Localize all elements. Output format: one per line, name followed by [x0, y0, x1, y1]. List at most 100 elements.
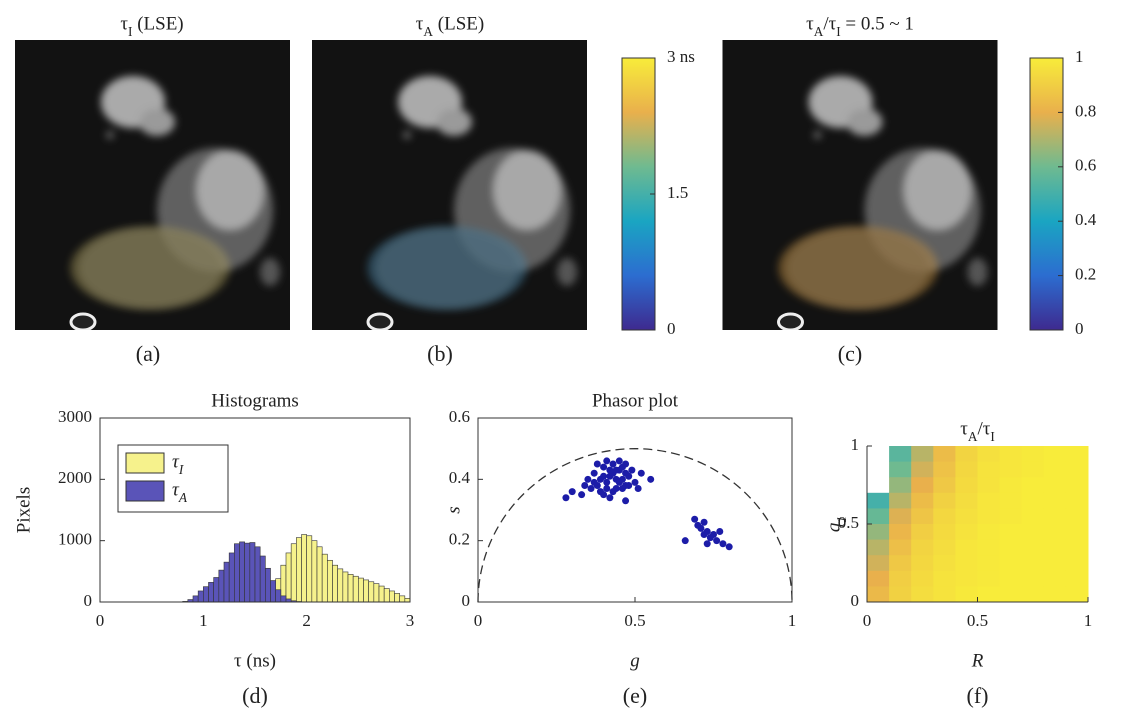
histogram-bar [316, 546, 323, 603]
scatter-point [609, 488, 617, 496]
y-tick-label: 3000 [58, 407, 92, 426]
heatmap-cell [1065, 508, 1089, 525]
heatmap-cell [955, 555, 978, 572]
axes-box [477, 417, 793, 603]
scatter-point [600, 491, 608, 499]
y-axis-label: Pixels [13, 487, 34, 533]
heatmap-cell [1021, 586, 1045, 603]
heatmap-cell [999, 524, 1023, 541]
heatmap-cell [889, 508, 912, 525]
heatmap-cell [999, 586, 1023, 603]
colorbar-tick-label: 0 [667, 319, 676, 338]
histogram-bar [197, 590, 204, 603]
legend-label: τI [172, 451, 184, 476]
scatter-point [562, 494, 570, 502]
heatmap-cell [1021, 492, 1045, 509]
heatmap-cell [1043, 539, 1067, 556]
heatmap-cell [955, 508, 978, 525]
histogram-bar [265, 567, 271, 603]
histogram-bar [290, 543, 297, 603]
heatmap-cell [977, 446, 1001, 463]
scatter-point [628, 466, 636, 474]
heatmap-cell [1043, 586, 1067, 603]
heatmap-cell [911, 570, 934, 587]
scatter-point [625, 472, 633, 480]
heatmap-cell [955, 524, 978, 541]
subscript: I [990, 429, 994, 444]
image-title: τA (LSE) [416, 13, 484, 38]
heatmap-cell [955, 492, 978, 509]
scatter-point [703, 527, 711, 535]
colorbar-tick-label: 0.4 [1075, 210, 1097, 229]
scatter-point [713, 537, 721, 545]
heatmap-cell [1065, 477, 1089, 494]
scatter-point [568, 488, 576, 496]
histogram-bar [275, 589, 282, 603]
scatter-point [603, 485, 611, 493]
colorbar-tick-label: 0 [1075, 319, 1084, 338]
y-tick-label: 0 [851, 591, 860, 610]
chart-title: Phasor plot [592, 390, 679, 411]
subscript: I [128, 24, 132, 39]
scatter-point [631, 478, 639, 486]
heatmap-cell [867, 539, 890, 556]
histogram-bar [285, 552, 292, 603]
histogram-bar [327, 559, 333, 603]
x-tick-label: 0 [474, 611, 483, 630]
heatmap-cell [1065, 555, 1089, 572]
chart-title: Histograms [211, 390, 299, 411]
heatmap-cell [1021, 539, 1045, 556]
panel-label: (e) [623, 683, 647, 708]
heatmap-cell [1065, 446, 1089, 463]
histogram-bar [249, 542, 256, 603]
scatter-point [634, 485, 642, 493]
panel-label: (c) [838, 341, 862, 366]
histogram-bar [352, 575, 359, 603]
heatmap-cell [889, 461, 912, 478]
heatmap-cell [911, 461, 934, 478]
heatmap-cell [933, 461, 956, 478]
x-tick-label: 1 [199, 611, 208, 630]
y-tick-label: 0.6 [449, 407, 470, 426]
scatter-point [622, 497, 630, 505]
histogram-bar [399, 595, 406, 603]
heatmap-cell [933, 446, 956, 463]
histogram-bar [373, 583, 380, 603]
scatter-point [593, 460, 601, 468]
histogram-bar [203, 586, 209, 603]
scatter-point [581, 481, 589, 489]
scatter-point [697, 524, 705, 532]
scatter-point [590, 469, 598, 477]
y-tick-label: 0.4 [449, 468, 471, 487]
y-tick-label: 0 [462, 591, 471, 610]
scatter-point [703, 540, 711, 548]
scatter-point [603, 478, 611, 486]
histogram-bar [306, 535, 313, 603]
heatmap-cell [1021, 555, 1045, 572]
image-title: τI (LSE) [120, 13, 183, 38]
heatmap-cell [933, 508, 956, 525]
heatmap-cell [933, 586, 956, 603]
heatmap-cell [911, 524, 934, 541]
histogram-bar [342, 571, 349, 603]
scatter-point [603, 457, 611, 465]
histogram-bar [389, 590, 395, 603]
colorbar-tick-label: 0.8 [1075, 101, 1096, 120]
image-b [312, 40, 587, 330]
heatmap-cell [955, 446, 978, 463]
heatmap-cell [977, 508, 1001, 525]
scatter-point [622, 481, 630, 489]
x-tick-label: 0.5 [967, 611, 988, 630]
heatmap-cell [955, 461, 978, 478]
heatmap-cell [1065, 586, 1089, 603]
heatmap-cell [1065, 570, 1089, 587]
scatter-point [681, 537, 689, 545]
heatmap-cell [1065, 492, 1089, 509]
colorbar-tick-label: 3 ns [667, 47, 695, 66]
heatmap-cell [933, 524, 956, 541]
heatmap-cell [889, 477, 912, 494]
heatmap-cell [977, 539, 1001, 556]
histogram-bar [239, 541, 245, 603]
heatmap-cell [955, 586, 978, 603]
